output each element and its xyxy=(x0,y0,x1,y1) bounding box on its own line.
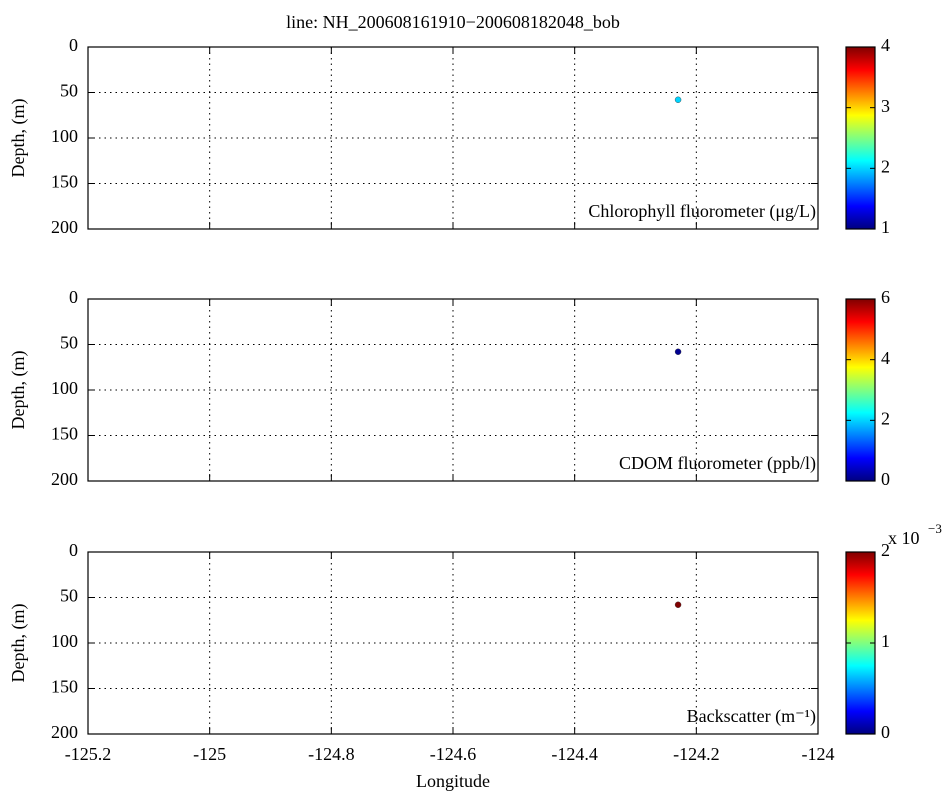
y-tick-label: 0 xyxy=(69,540,78,560)
colorbar-tick-label: 2 xyxy=(881,156,890,176)
y-tick-label: 150 xyxy=(51,424,78,444)
colorbar-multiplier-exponent: −3 xyxy=(928,521,942,536)
y-axis-label: Depth, (m) xyxy=(8,351,29,430)
colorbar-tick-label: 1 xyxy=(881,631,890,651)
plot-frame xyxy=(87,551,819,735)
y-tick-label: 50 xyxy=(60,333,78,353)
data-point xyxy=(674,601,682,608)
panel-annotation: CDOM fluorometer (ppb/l) xyxy=(619,453,816,474)
x-tick-label: -124 xyxy=(802,744,835,764)
y-axis-label: Depth, (m) xyxy=(8,99,29,178)
data-point xyxy=(674,96,682,103)
colorbar-tick-label: 6 xyxy=(881,287,890,307)
colorbar xyxy=(845,298,876,482)
y-tick-label: 50 xyxy=(60,586,78,606)
y-tick-label: 150 xyxy=(51,677,78,697)
data-point xyxy=(674,348,682,355)
y-tick-label: 0 xyxy=(69,287,78,307)
colorbar-tick-label: 2 xyxy=(881,408,890,428)
x-tick-label: -125.2 xyxy=(65,744,112,764)
panel-annotation: Backscatter (m⁻¹) xyxy=(687,706,816,727)
y-tick-label: 50 xyxy=(60,81,78,101)
colorbar-tick-label: 2 xyxy=(881,540,890,560)
x-axis-label: Longitude xyxy=(416,771,490,791)
chart-title: line: NH_200608161910−200608182048_bob xyxy=(286,12,620,32)
y-tick-label: 0 xyxy=(69,35,78,55)
colorbar-tick-label: 0 xyxy=(881,722,890,742)
x-tick-label: -124.4 xyxy=(551,744,598,764)
x-tick-label: -124.8 xyxy=(308,744,355,764)
colorbar-tick-label: 4 xyxy=(881,348,890,368)
colorbar-tick-label: 0 xyxy=(881,469,890,489)
y-tick-label: 200 xyxy=(51,722,78,742)
y-tick-label: 100 xyxy=(51,631,78,651)
y-tick-label: 150 xyxy=(51,172,78,192)
y-tick-label: 200 xyxy=(51,469,78,489)
colorbar-tick-label: 1 xyxy=(881,217,890,237)
plot-frame xyxy=(87,298,819,482)
y-axis-label: Depth, (m) xyxy=(8,604,29,683)
colorbar-multiplier: x 10 xyxy=(888,528,920,548)
x-tick-label: -125 xyxy=(193,744,226,764)
colorbar-tick-label: 4 xyxy=(881,35,890,55)
y-tick-label: 100 xyxy=(51,126,78,146)
colorbar xyxy=(845,46,876,230)
y-tick-label: 100 xyxy=(51,378,78,398)
plot-frame xyxy=(87,46,819,230)
colorbar-tick-label: 3 xyxy=(881,96,890,116)
x-tick-label: -124.6 xyxy=(430,744,477,764)
x-tick-label: -124.2 xyxy=(673,744,720,764)
panel-annotation: Chlorophyll fluorometer (μg/L) xyxy=(588,201,816,222)
y-tick-label: 200 xyxy=(51,217,78,237)
